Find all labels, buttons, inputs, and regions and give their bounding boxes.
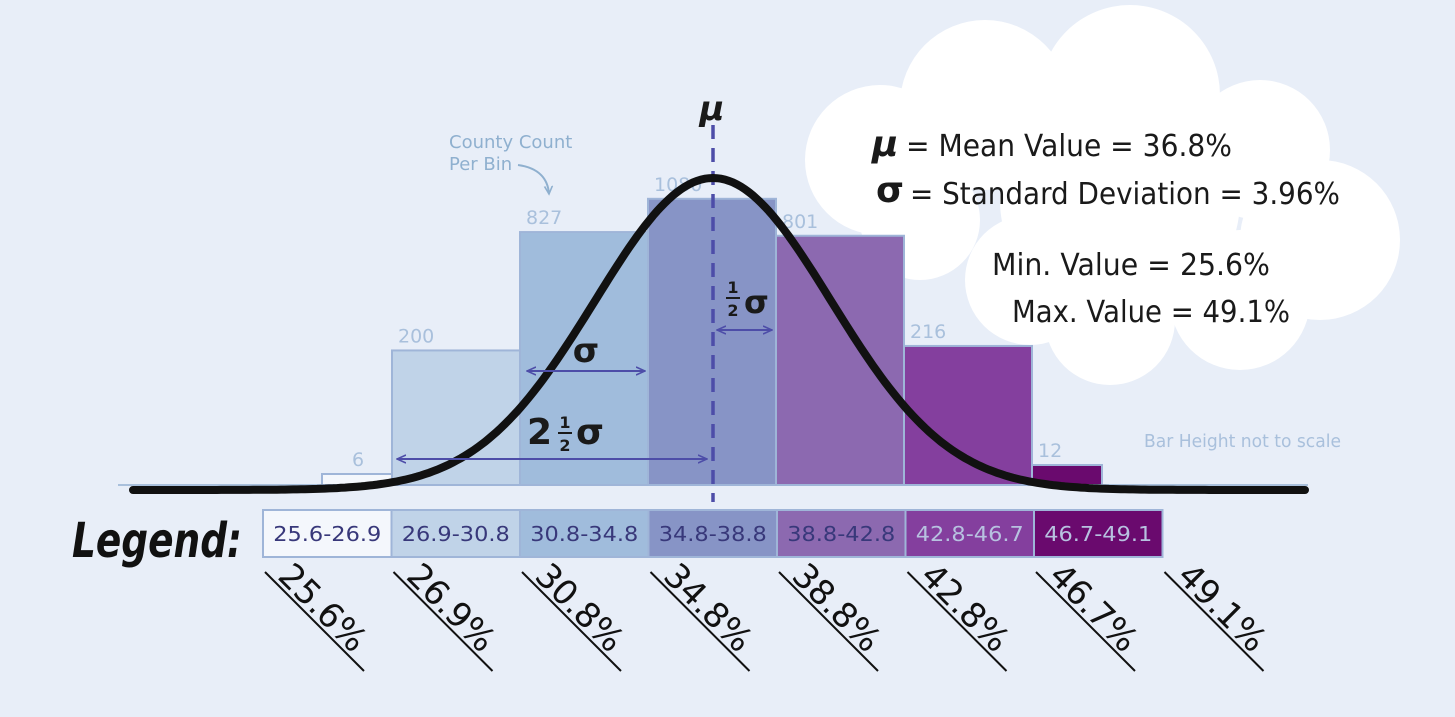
- half-sigma-den: 2: [727, 301, 738, 320]
- two-half-sigma-num: 1: [559, 413, 570, 432]
- bar-value-label: 200: [398, 325, 434, 347]
- legend-title: Legend:: [72, 513, 242, 569]
- bar-value-label: 801: [782, 211, 818, 233]
- bin-edge-tick: [1035, 571, 1136, 672]
- bin-edge-label: 26.9%: [392, 556, 503, 672]
- bin-edge-tick: [264, 571, 365, 672]
- count-note-line2: Per Bin: [449, 154, 512, 175]
- sd-symbol: σ: [876, 170, 904, 211]
- legend-swatch: [776, 509, 907, 558]
- bin-edge-tick: [906, 571, 1008, 672]
- legend-label: 46.7-49.1: [1044, 522, 1152, 546]
- max-stat: Max. Value = 49.1%: [1012, 295, 1290, 330]
- legend-label: 25.6-26.9: [273, 522, 381, 546]
- min-stat: Min. Value = 25.6%: [992, 248, 1270, 283]
- bin-edge-label: 46.7%: [1035, 556, 1146, 672]
- bar-value-label: 12: [1038, 440, 1062, 462]
- two-half-sigma-symbol: σ: [576, 412, 604, 453]
- bin-edge-label: 25.6%: [264, 556, 375, 672]
- two-half-sigma-den: 2: [559, 436, 570, 455]
- sd-stat: = Standard Deviation = 3.96%: [910, 177, 1340, 212]
- sigma-label: σ: [573, 331, 599, 371]
- count-note-line1: County Count: [449, 132, 572, 153]
- bin-edge-text: 38.8%: [784, 556, 889, 661]
- legend-label: 34.8-38.8: [659, 522, 767, 546]
- legend-label: 26.9-30.8: [402, 522, 510, 546]
- legend-label: 38.8-42.8: [787, 522, 895, 546]
- bin-edge-text: 30.8%: [527, 556, 632, 661]
- bin-edge-text: 34.8%: [655, 556, 760, 661]
- legend-label: 30.8-34.8: [530, 522, 638, 546]
- bin-edge-text: 42.8%: [912, 556, 1017, 661]
- half-sigma-num: 1: [727, 278, 738, 297]
- bar-height-note: Bar Height not to scale: [1144, 431, 1341, 452]
- legend-swatch: [1033, 509, 1164, 558]
- bin-edge-tick: [392, 571, 494, 672]
- bin-edge-label: 34.8%: [649, 556, 760, 672]
- histogram-bar: [519, 231, 649, 486]
- bin-edge-text: 26.9%: [398, 556, 503, 661]
- bin-edge-label: 30.8%: [521, 556, 632, 672]
- normal-curve: [129, 173, 1309, 494]
- bar-value-label: 6: [352, 449, 364, 471]
- bin-edge-tick: [521, 571, 622, 672]
- sigma-annotations: σ 2 1 2 σ 1 2 σ: [397, 278, 772, 459]
- legend: 25.6-26.9 26.9-30.8 30.8-34.8 34.8-38.8 38.8…: [262, 509, 1164, 558]
- half-sigma-symbol: σ: [744, 283, 769, 321]
- bin-edge-text: 49.1%: [1169, 556, 1274, 661]
- bin-edge-label: 38.8%: [778, 556, 889, 672]
- two-half-sigma-prefix: 2: [527, 412, 552, 453]
- histogram-bar: [775, 234, 905, 486]
- bin-edge-labels: 25.6% 26.9% 30.8% 34.8% 38.8% 42.8% 46.7% 49.1%: [264, 556, 1274, 672]
- legend-swatch: [262, 509, 393, 558]
- bar-value-label: 216: [910, 321, 946, 343]
- mean-stat: = Mean Value = 36.8%: [906, 129, 1232, 164]
- bin-edge-text: 46.7%: [1041, 556, 1146, 661]
- stats-text: μ = Mean Value = 36.8% σ = Standard Devi…: [871, 124, 1340, 330]
- bin-edge-tick: [1163, 571, 1265, 672]
- bin-edge-label: 49.1%: [1163, 556, 1274, 672]
- bin-edge-label: 42.8%: [906, 556, 1017, 672]
- legend-swatch: [390, 509, 521, 558]
- bin-edge-tick: [649, 571, 751, 672]
- legend-swatch: [647, 509, 778, 558]
- legend-swatch: [519, 509, 650, 558]
- stats-cloud: [805, 5, 1400, 385]
- bin-edge-text: 25.6%: [270, 556, 375, 661]
- legend-label: 42.8-46.7: [916, 522, 1024, 546]
- count-note: County Count Per Bin: [449, 132, 572, 194]
- mean-line-label: μ: [698, 89, 724, 129]
- bar-value-label: 827: [526, 207, 562, 229]
- count-note-arrow: [517, 164, 549, 194]
- mean-symbol: μ: [871, 124, 899, 165]
- bin-edge-tick: [778, 571, 879, 672]
